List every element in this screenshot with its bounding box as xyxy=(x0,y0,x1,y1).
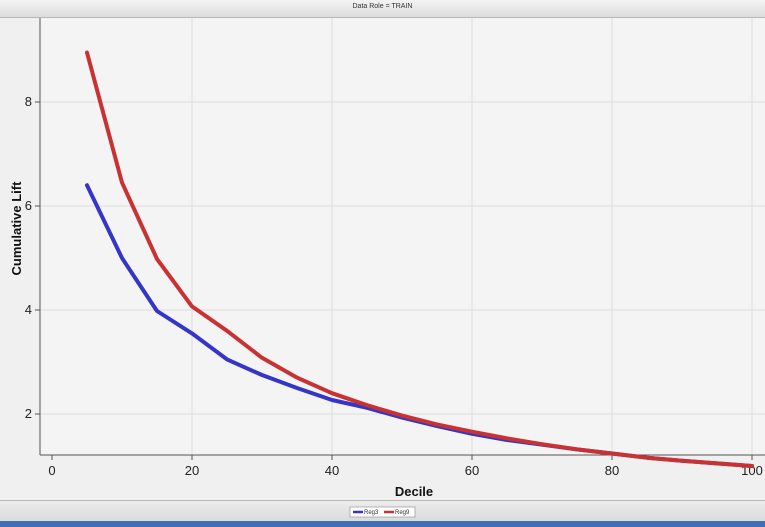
x-tick-label: 60 xyxy=(465,463,479,478)
y-tick-label: 6 xyxy=(25,198,32,213)
legend: Reg3 Reg9 xyxy=(349,506,416,518)
x-tick-label: 40 xyxy=(325,463,339,478)
y-tick-label: 8 xyxy=(25,94,32,109)
y-tick-label: 4 xyxy=(25,302,32,317)
series-layer xyxy=(85,50,754,468)
x-tick-label: 0 xyxy=(48,463,55,478)
x-axis-title: Decile xyxy=(395,484,433,499)
y-tick-label: 2 xyxy=(25,406,32,421)
legend-label: Reg3 xyxy=(364,510,379,516)
window-bottom-border xyxy=(0,521,765,527)
series-line-reg9 xyxy=(85,50,754,468)
chart-title-bar: Data Role = TRAIN xyxy=(0,0,765,18)
chart-title: Data Role = TRAIN xyxy=(352,3,413,10)
y-axis-title: Cumulative Lift xyxy=(9,181,24,276)
x-tick-label: 80 xyxy=(605,463,619,478)
legend-label: Reg9 xyxy=(395,510,410,516)
legend-bar: Reg3 Reg9 xyxy=(0,500,765,524)
plot-background xyxy=(40,18,765,455)
legend-box xyxy=(349,506,416,518)
x-tick-label: 20 xyxy=(185,463,199,478)
